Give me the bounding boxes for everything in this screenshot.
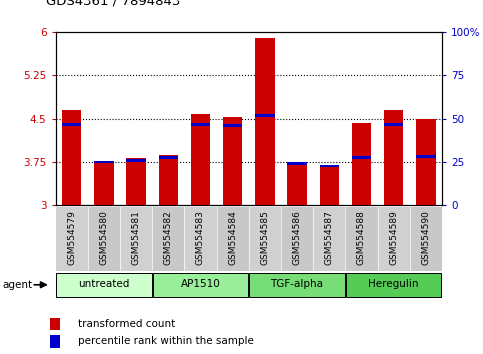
- Bar: [346, 273, 441, 297]
- Bar: [94, 160, 114, 164]
- Text: agent: agent: [2, 280, 32, 290]
- Bar: [255, 38, 274, 205]
- Text: GSM554579: GSM554579: [67, 210, 76, 265]
- Bar: [384, 110, 403, 205]
- Text: GSM554585: GSM554585: [260, 210, 270, 265]
- Bar: [320, 165, 339, 167]
- Bar: [158, 156, 178, 159]
- Bar: [152, 207, 185, 271]
- Bar: [62, 110, 81, 205]
- Text: untreated: untreated: [78, 279, 129, 289]
- Bar: [191, 114, 210, 205]
- Bar: [94, 162, 114, 205]
- Text: transformed count: transformed count: [78, 319, 175, 329]
- Text: GDS4361 / 7894843: GDS4361 / 7894843: [46, 0, 180, 7]
- Bar: [216, 207, 249, 271]
- Bar: [345, 207, 378, 271]
- Bar: [352, 156, 371, 159]
- Text: GSM554584: GSM554584: [228, 210, 237, 265]
- Text: percentile rank within the sample: percentile rank within the sample: [78, 336, 254, 346]
- Bar: [384, 123, 403, 126]
- Bar: [281, 207, 313, 271]
- Bar: [378, 207, 410, 271]
- Bar: [223, 118, 242, 205]
- Bar: [127, 159, 146, 162]
- Text: GSM554586: GSM554586: [293, 210, 301, 265]
- Bar: [56, 207, 88, 271]
- Bar: [127, 158, 146, 205]
- Bar: [352, 123, 371, 205]
- Text: GSM554589: GSM554589: [389, 210, 398, 265]
- Text: GSM554587: GSM554587: [325, 210, 334, 265]
- Bar: [50, 318, 59, 330]
- Bar: [320, 165, 339, 205]
- Bar: [287, 163, 307, 205]
- Bar: [313, 207, 345, 271]
- Bar: [158, 155, 178, 205]
- Text: GSM554590: GSM554590: [421, 210, 430, 265]
- Bar: [120, 207, 152, 271]
- Bar: [185, 207, 216, 271]
- Bar: [153, 273, 248, 297]
- Text: GSM554588: GSM554588: [357, 210, 366, 265]
- Text: GSM554581: GSM554581: [131, 210, 141, 265]
- Bar: [88, 207, 120, 271]
- Bar: [191, 123, 210, 126]
- Bar: [50, 335, 59, 348]
- Text: Heregulin: Heregulin: [369, 279, 419, 289]
- Bar: [249, 207, 281, 271]
- Text: GSM554580: GSM554580: [99, 210, 108, 265]
- Bar: [416, 155, 436, 158]
- Bar: [255, 114, 274, 117]
- Bar: [249, 273, 345, 297]
- Text: AP1510: AP1510: [181, 279, 220, 289]
- Text: GSM554582: GSM554582: [164, 210, 173, 265]
- Bar: [416, 119, 436, 205]
- Bar: [410, 207, 442, 271]
- Text: GSM554583: GSM554583: [196, 210, 205, 265]
- Bar: [56, 273, 152, 297]
- Bar: [287, 162, 307, 165]
- Text: TGF-alpha: TGF-alpha: [270, 279, 324, 289]
- Bar: [223, 124, 242, 127]
- Bar: [62, 123, 81, 126]
